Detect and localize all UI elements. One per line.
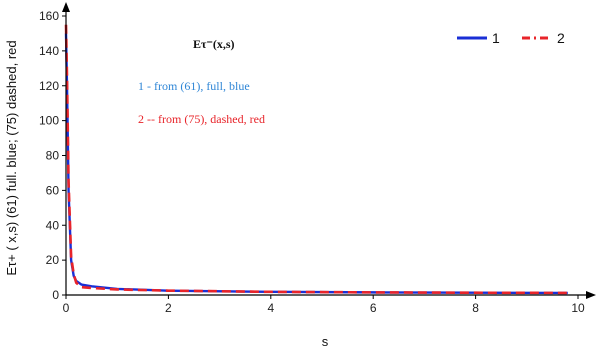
y-axis-arrow-icon <box>62 2 70 12</box>
legend: 1 2 <box>457 30 565 46</box>
y-tick-label: 20 <box>46 253 60 267</box>
x-axis-arrow-icon <box>586 291 596 299</box>
x-ticks: 0 2 4 6 8 10 <box>63 295 585 315</box>
series-line-1 <box>64 33 568 295</box>
x-tick-label: 4 <box>267 301 274 315</box>
y-axis-label: Eτ+ ( x,s) (61) full. blue; (75) dashed,… <box>4 40 19 275</box>
y-tick-label: 0 <box>52 288 59 302</box>
y-tick-label: 80 <box>46 149 60 163</box>
plot-area <box>64 24 568 295</box>
annotation-title: Eτ⁻(x,s) <box>193 37 235 51</box>
y-tick-label: 140 <box>39 44 59 58</box>
series-line-2 <box>64 24 568 295</box>
y-tick-label: 60 <box>46 183 60 197</box>
x-tick-label: 0 <box>63 301 70 315</box>
y-tick-label: 100 <box>39 114 59 128</box>
x-tick-label: 10 <box>571 301 585 315</box>
legend-label-2: 2 <box>557 30 565 46</box>
y-tick-label: 40 <box>46 218 60 232</box>
legend-label-1: 1 <box>492 30 500 46</box>
y-tick-label: 160 <box>39 9 59 23</box>
x-tick-label: 2 <box>165 301 172 315</box>
x-tick-label: 6 <box>370 301 377 315</box>
note-series-2: 2 -- from (75), dashed, red <box>138 112 265 126</box>
y-ticks: 0 20 40 60 80 100 120 140 160 <box>39 9 66 302</box>
y-tick-label: 120 <box>39 79 59 93</box>
note-series-1: 1 - from (61), full, blue <box>138 79 250 93</box>
x-axis-label: s <box>322 334 329 349</box>
x-tick-label: 8 <box>472 301 479 315</box>
